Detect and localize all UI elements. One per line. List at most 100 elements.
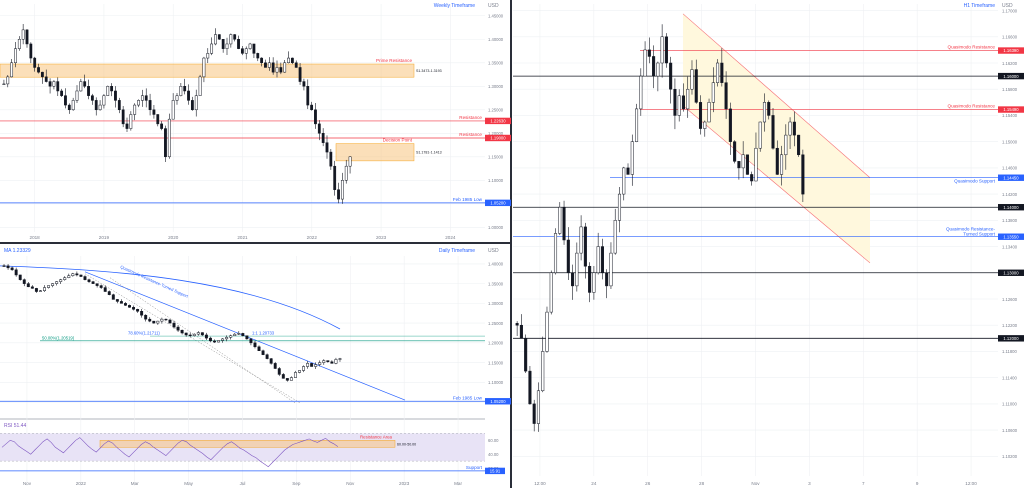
h1-level-label: Quasimodo Resistance [948,104,996,109]
weekly-candle [314,109,317,125]
weekly-candle [67,104,71,111]
daily-candle [63,277,67,280]
weekly-candle [333,165,337,190]
daily-annotation-786: 78.60%(1.21711) [128,331,160,336]
weekly-candle [279,67,283,73]
daily-candle [164,318,168,321]
weekly-candle [221,39,225,49]
h1-candle [737,161,741,169]
h1-candle [647,49,651,57]
weekly-candle [310,104,314,111]
daily-time-tick: Sep [292,481,301,486]
weekly-candle [233,34,237,40]
daily-price-tick: 1.10000 [488,380,504,385]
h1-candle [716,62,720,83]
weekly-candle [29,43,33,59]
weekly-chart[interactable]: 1.45000 1.40000 1.35000 1.30000 1.25000 1.200… [0,4,511,240]
rsi-tick: 40.00 [488,452,499,457]
h1-price-tick: 1.11400 [1002,375,1017,380]
daily-candle [168,319,172,324]
h1-candle [583,226,587,267]
h1-candle [775,147,779,175]
weekly-price-tick: 1.45000 [488,14,504,19]
daily-time-tick: Nov [346,481,355,486]
h1-price-tag-text: 1.13550 [1003,234,1019,239]
h1-price-tick: 1.16600 [1002,35,1018,40]
h1-candle [788,121,792,136]
daily-candle [172,322,176,328]
h1-candle [600,246,604,274]
h1-time-tick: 28 [699,481,705,486]
daily-candle [87,279,91,282]
weekly-candle [187,90,190,101]
h1-candle [639,75,643,110]
weekly-candle [125,123,129,129]
daily-candle [18,274,22,280]
weekly-price-tag-text: 1.22630 [490,119,506,124]
daily-time-tick: May [184,481,193,486]
h1-candle [515,323,519,326]
daily-candle [30,286,34,289]
h1-time-tick: 12:00 [965,481,977,486]
h1-price-tick: 1.11800 [1002,349,1017,354]
h1-candle [596,246,600,274]
h1-candle [741,154,745,169]
daily-candle [225,337,229,340]
daily-title: Daily Timeframe [439,248,475,254]
h1-price-tag-text: 1.13000 [1003,270,1019,275]
h1-candle [690,69,694,90]
weekly-price-tick: 1.00000 [488,225,504,230]
h1-price-tag [998,174,1024,181]
h1-time-tick: 24 [591,481,597,486]
daily-candle [176,326,180,331]
weekly-candle [160,123,164,129]
daily-candle [6,265,10,269]
weekly-price-tick: 1.10000 [488,178,504,183]
h1-level-label: Quasimodo Resistance- [946,227,995,232]
h1-time-tick: 9 [916,481,919,486]
daily-candle [10,267,14,271]
rsi-line [1,437,339,468]
h1-price-tag [998,204,1024,211]
daily-candle [269,358,273,364]
daily-candle [132,307,136,310]
weekly-candle [64,95,67,106]
h1-price-tag-text: 1.12000 [1003,336,1019,341]
weekly-price-tag [485,117,511,125]
daily-candle [338,358,342,360]
h1-chart[interactable]: 1.17000 1.16600 1.16200 1.15800 1.15400 1.150… [513,4,1024,486]
daily-candle [144,314,148,320]
daily-price-tick: 1.25000 [488,321,504,326]
weekly-candle [144,95,148,101]
weekly-candle [283,62,287,73]
weekly-price-tick: 1.30000 [488,84,504,89]
daily-ma-label: MA 1.23329 [4,248,31,254]
h1-candle [622,167,626,195]
daily-candle [34,288,38,292]
h1-price-tick: 1.13800 [1002,218,1018,223]
h1-candle [664,36,668,64]
daily-candle [128,305,131,308]
daily-candle [119,301,123,304]
weekly-level-label: Resistance [459,115,482,120]
daily-candle [91,281,95,284]
h1-candle [728,108,732,142]
h1-candle [681,95,685,110]
daily-candle [326,360,330,363]
daily-candle [213,340,216,343]
weekly-candle [260,57,264,64]
daily-candle [115,299,119,302]
weekly-candle [202,57,206,78]
weekly-candle [306,86,310,106]
h1-price-tag [998,47,1024,54]
weekly-candle [102,95,106,106]
daily-candle [83,276,87,280]
daily-candle [277,368,281,375]
h1-candle [720,62,724,83]
daily-candle [334,359,338,364]
h1-candle [545,311,549,352]
h1-candle [762,102,767,123]
daily-candle [152,320,156,324]
h1-candle [673,88,677,116]
